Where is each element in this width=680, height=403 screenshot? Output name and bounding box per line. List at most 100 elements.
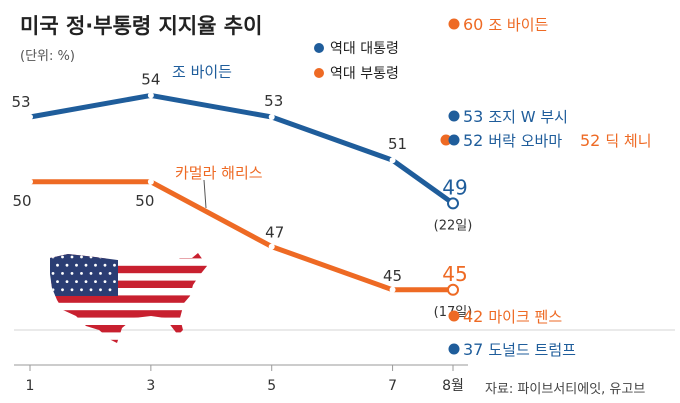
- flag-star: [108, 288, 112, 292]
- data-label: 53: [264, 92, 283, 110]
- data-label: 45: [383, 267, 402, 285]
- flag-star: [94, 280, 97, 283]
- flag-star: [108, 255, 112, 259]
- flag-star: [113, 263, 116, 267]
- flag-stripe: [50, 280, 207, 288]
- us-flag-map: [50, 253, 207, 343]
- reference-value: 53: [463, 107, 483, 126]
- flag-star: [70, 255, 74, 259]
- reference-value: 52: [463, 131, 483, 150]
- x-tick-label: 7: [388, 378, 397, 394]
- flag-star: [113, 280, 116, 283]
- flag-star: [99, 272, 102, 275]
- flag-star: [84, 280, 88, 283]
- reference-name: 마이크 펜스: [488, 308, 562, 326]
- reference-marker: [440, 134, 452, 146]
- flag-star: [80, 255, 83, 259]
- unit-label: (단위: %): [20, 49, 75, 64]
- flag-star: [84, 263, 88, 267]
- flag-star: [65, 280, 69, 283]
- reference-marker: [448, 18, 460, 30]
- flag-star: [51, 255, 55, 259]
- data-label: 51: [388, 135, 407, 153]
- reference-label: 37 도널드 트럼프: [463, 340, 576, 359]
- flag-star: [56, 263, 59, 267]
- reference-name: 도널드 트럼프: [488, 341, 576, 359]
- flag-star: [89, 255, 93, 259]
- data-label: 50: [135, 192, 154, 210]
- x-axis: 1 3 5 7 8월: [14, 364, 468, 394]
- data-point-end: [447, 283, 459, 296]
- reference-name: 딕 체니: [605, 132, 651, 150]
- flag-star: [61, 255, 64, 259]
- flag-star: [99, 255, 102, 259]
- legend-president-label: 역대 대통령: [330, 41, 399, 57]
- reference-label: 52 딕 체니: [580, 131, 652, 150]
- x-tick-label: 8월: [442, 378, 464, 394]
- flag-stripe: [50, 310, 207, 318]
- harris-leader-line: [203, 179, 207, 209]
- reference-name: 조 바이든: [488, 16, 548, 34]
- end-date-note: (22일): [434, 218, 473, 233]
- reference-marker: [448, 310, 460, 322]
- flag-star: [80, 288, 83, 292]
- flag-star: [56, 280, 59, 283]
- data-point: [27, 114, 33, 120]
- data-label: 50: [12, 192, 31, 210]
- legend: 역대 대통령 역대 부통령: [314, 41, 399, 82]
- reference-value: 52: [580, 131, 600, 150]
- data-point: [268, 114, 275, 120]
- source-note: 자료: 파이브서티에잇, 유고브: [485, 382, 645, 397]
- data-point: [389, 157, 396, 164]
- flag-stripe: [50, 295, 207, 303]
- data-label-end: 45: [442, 262, 467, 286]
- legend-president-marker: [314, 43, 324, 53]
- flag-star: [103, 280, 107, 283]
- reference-marker: [448, 343, 460, 355]
- data-point: [147, 92, 154, 99]
- flag-star: [51, 272, 55, 275]
- series-label-biden: 조 바이든: [172, 63, 232, 81]
- reference-value: 37: [463, 340, 483, 359]
- flag-stripe: [50, 325, 207, 333]
- reference-marker: [448, 134, 460, 146]
- reference-value: 42: [463, 307, 483, 326]
- flag-star: [75, 280, 78, 283]
- reference-label: 52 버락 오바마: [463, 131, 562, 150]
- flag-star: [70, 288, 74, 292]
- flag-star: [75, 263, 78, 267]
- legend-vice-president-label: 역대 부통령: [330, 66, 399, 82]
- reference-name: 조지 W 부시: [488, 108, 568, 126]
- flag-stripe: [50, 265, 207, 274]
- historical-references: 60 조 바이든 53 조지 W 부시 52 버락 오바마 52 딕 체니 42 마이크 펜스 37…: [440, 15, 652, 359]
- data-point: [27, 178, 33, 185]
- flag-star: [80, 272, 83, 275]
- series-label-harris: 카멀라 해리스: [175, 164, 263, 182]
- x-tick-label: 3: [146, 378, 155, 394]
- flag-star: [61, 288, 64, 292]
- reference-label: 42 마이크 펜스: [463, 307, 562, 326]
- reference-name: 버락 오바마: [488, 132, 562, 150]
- flag-star: [70, 272, 74, 275]
- flag-star: [103, 263, 107, 267]
- flag-star: [51, 288, 55, 292]
- flag-star: [61, 272, 64, 275]
- reference-marker: [448, 110, 460, 122]
- chart-title: 미국 정·부통령 지지율 추이: [20, 14, 262, 38]
- data-label-end: 49: [442, 175, 467, 199]
- x-tick-label: 1: [26, 378, 35, 394]
- data-label: 54: [141, 70, 160, 88]
- reference-label: 60 조 바이든: [463, 15, 549, 34]
- legend-vice-president-marker: [314, 68, 324, 78]
- reference-label: 53 조지 W 부시: [463, 107, 568, 126]
- flag-star: [108, 272, 112, 275]
- flag-star: [89, 272, 93, 275]
- x-tick-label: 5: [267, 378, 276, 394]
- data-point: [268, 243, 275, 250]
- flag-star: [99, 288, 102, 292]
- flag-star: [89, 288, 93, 292]
- data-label: 53: [11, 93, 30, 111]
